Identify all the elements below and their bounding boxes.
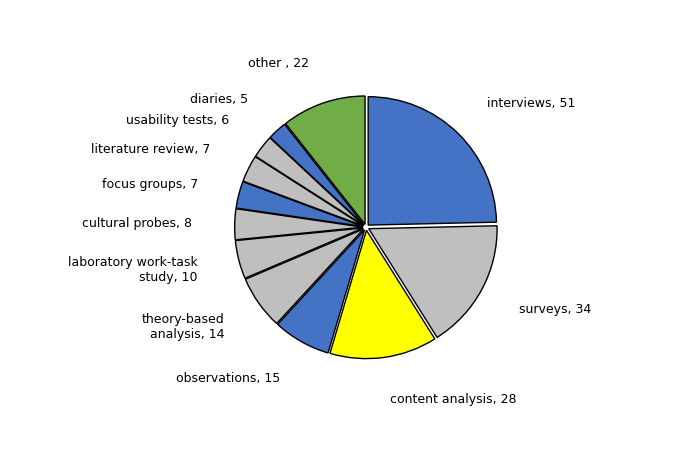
Wedge shape (235, 209, 363, 240)
Text: surveys, 34: surveys, 34 (519, 303, 591, 316)
Text: other , 22: other , 22 (248, 57, 309, 70)
Text: focus groups, 7: focus groups, 7 (101, 178, 198, 191)
Wedge shape (246, 229, 364, 324)
Wedge shape (369, 226, 497, 338)
Wedge shape (236, 182, 363, 226)
Text: laboratory work-task
study, 10: laboratory work-task study, 10 (68, 256, 198, 284)
Wedge shape (286, 96, 365, 225)
Wedge shape (330, 230, 435, 359)
Wedge shape (256, 138, 364, 225)
Wedge shape (277, 230, 365, 353)
Text: observations, 15: observations, 15 (176, 372, 280, 385)
Text: usability tests, 6: usability tests, 6 (126, 114, 229, 127)
Text: interviews, 51: interviews, 51 (487, 97, 576, 109)
Text: content analysis, 28: content analysis, 28 (389, 393, 516, 406)
Text: cultural probes, 8: cultural probes, 8 (82, 217, 192, 230)
Text: theory-based
analysis, 14: theory-based analysis, 14 (141, 313, 224, 342)
Wedge shape (243, 157, 363, 226)
Wedge shape (368, 97, 497, 225)
Text: diaries, 5: diaries, 5 (190, 93, 248, 106)
Text: literature review, 7: literature review, 7 (91, 143, 211, 156)
Wedge shape (236, 228, 363, 278)
Wedge shape (270, 124, 364, 225)
